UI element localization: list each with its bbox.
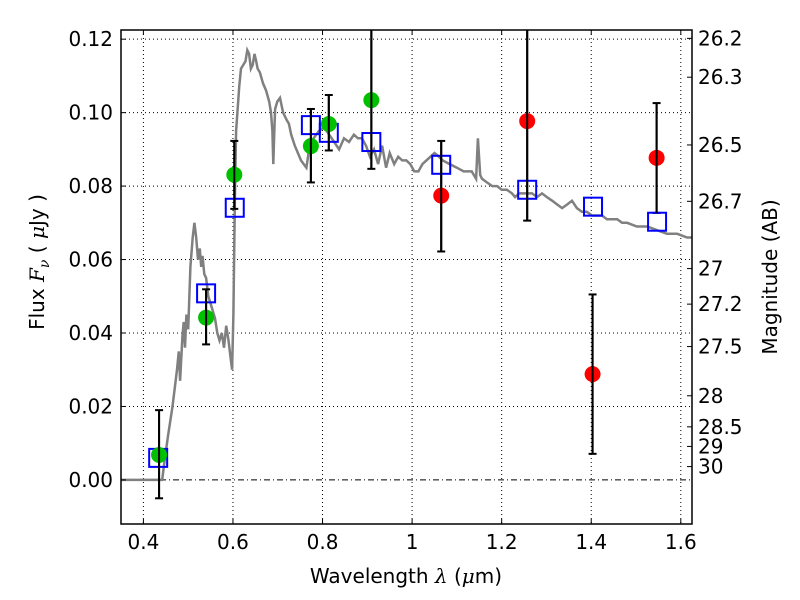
y2-tick-label: 26.3 [698,65,743,89]
x-axis-ticks: 0.4 0.6 0.8 1 1.2 1.4 1.6 [127,30,697,554]
x-tick-label: 1 [406,530,419,554]
y2-tick-label: 30 [698,455,723,479]
y2-axis-label: Magnitude (AB) [758,199,782,354]
x-tick-label: 1.4 [575,530,607,554]
y2-tick-label: 27.5 [698,335,743,359]
y2-tick-label: 28 [698,384,723,408]
y2-tick-label: 27 [698,257,723,281]
y2-tick-label: 26.7 [698,189,743,213]
model-flux-squares [148,115,668,468]
x-axis-label: Wavelength λ (μm) [310,564,502,588]
y-axis-ticks: 0.00 0.02 0.04 0.06 0.08 0.10 0.12 [68,27,126,492]
x-tick-label: 0.4 [127,530,159,554]
x-tick-label: 0.6 [217,530,249,554]
y2-tick-label: 29 [698,434,723,458]
error-bars [155,30,661,500]
plot-area [121,30,692,500]
x-tick-label: 1.6 [665,530,697,554]
y2-tick-label: 26.5 [698,133,743,157]
y-tick-label: 0.12 [68,27,113,51]
plot-frame [120,29,693,525]
y-tick-label: 0.02 [68,394,113,418]
y-tick-label: 0.04 [68,321,113,345]
observed-flux-points [151,30,665,499]
y2-tick-label: 28.5 [698,415,743,439]
model-flux-square [583,196,604,217]
y-tick-label: 0.00 [68,468,113,492]
y-axis-label: Flux Fν ( μJy ) [25,194,53,330]
y2-tick-label: 27.2 [698,292,743,316]
model-spectrum-line [121,46,692,482]
y-tick-label: 0.06 [68,248,113,272]
y2-tick-label: 26.2 [698,26,743,50]
x-tick-label: 1.2 [486,530,518,554]
y-tick-label: 0.10 [68,101,113,125]
x-tick-label: 0.8 [307,530,339,554]
y-tick-label: 0.08 [68,174,113,198]
